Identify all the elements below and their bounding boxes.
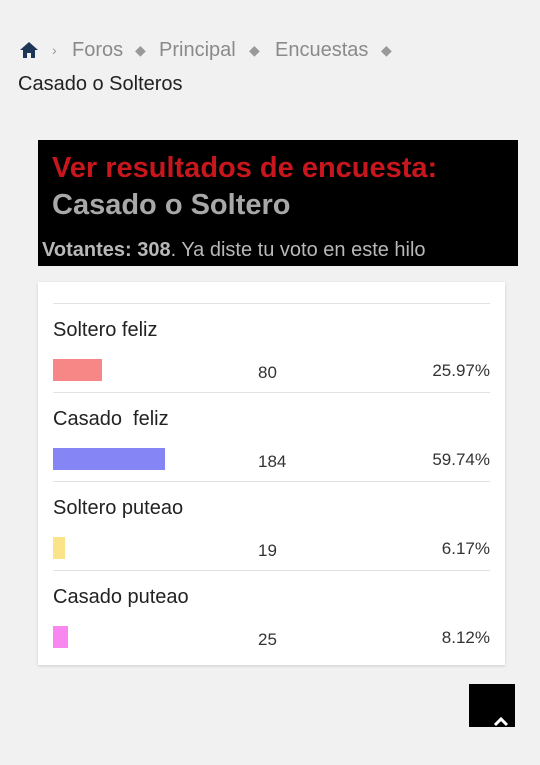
voted-note: . Ya diste tu voto en este hilo (170, 239, 426, 261)
vote-count: 19 (258, 541, 277, 560)
breadcrumb-link[interactable]: Foros (72, 39, 124, 61)
arrow-icon (493, 716, 508, 727)
poll-title: Casado o Soltero (52, 189, 291, 221)
separator: › (52, 42, 57, 58)
separator: ◆ (135, 42, 146, 58)
result-bar (53, 537, 65, 559)
row-divider (53, 392, 490, 393)
result-bar (53, 448, 166, 470)
poll-heading: Ver resultados de encuesta: (52, 152, 438, 184)
result-bar (53, 626, 69, 648)
results-card: Soltero feliz 80 25.97% Casado feliz 184 59.7… (38, 282, 505, 665)
voters-label: Votantes: (42, 239, 132, 261)
voters-count: 308 (137, 239, 171, 261)
home-icon[interactable] (19, 41, 39, 59)
vote-percent: 6.17% (441, 539, 490, 558)
option-label: Casado puteao (53, 586, 189, 608)
vote-percent: 59.74% (432, 450, 490, 469)
vote-percent: 8.12% (441, 628, 490, 647)
vote-count: 25 (258, 630, 277, 649)
poll-header: Ver resultados de encuesta: Casado o Sol… (38, 140, 518, 266)
vote-count: 184 (258, 452, 287, 471)
breadcrumb-link[interactable]: Principal (159, 39, 236, 61)
option-label: Casado feliz (53, 408, 169, 430)
vote-percent: 25.97% (432, 361, 490, 380)
breadcrumb-link[interactable]: Encuestas (275, 39, 369, 61)
row-divider (53, 481, 490, 482)
result-bar (53, 359, 102, 381)
thread-title: Casado o Solteros (18, 73, 183, 95)
row-divider (53, 570, 490, 571)
separator: ◆ (249, 42, 260, 58)
separator: ◆ (381, 42, 392, 58)
voters-line: Votantes: 308. Ya diste tu voto en este … (42, 239, 426, 262)
row-divider (53, 303, 490, 304)
option-label: Soltero feliz (53, 319, 158, 341)
vote-count: 80 (258, 363, 277, 382)
option-label: Soltero puteao (53, 497, 184, 519)
scroll-top-button[interactable] (469, 684, 515, 727)
